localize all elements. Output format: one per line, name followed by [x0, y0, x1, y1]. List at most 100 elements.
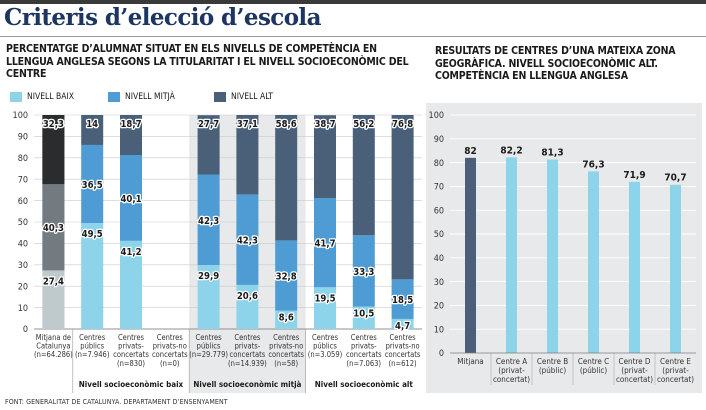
left-x-category-label: Centres — [118, 333, 145, 342]
data-label-halo: 38,7 — [314, 119, 335, 130]
left-x-category-label: (n=7.946) — [75, 350, 110, 359]
data-label-halo: 32,8 — [276, 272, 297, 283]
right-x-category-label: (privat- — [662, 366, 689, 375]
left-x-category-label: Centres — [390, 333, 417, 342]
left-x-category-label: privats-no — [269, 342, 303, 351]
left-x-category-label: privats- — [351, 342, 377, 351]
legend-swatch-alt — [214, 92, 226, 102]
right-bar-chart: 0 10 20 30 40 50 60 70 80 90 100 82 Mitjana 82,2 Centr… — [429, 111, 696, 385]
data-label: 8,6 — [279, 313, 294, 324]
left-x-category-label: públics — [197, 342, 221, 351]
right-x-category-label: Centre C — [578, 357, 609, 366]
left-x-category-label: Centres — [79, 333, 106, 342]
bar-segment — [197, 115, 220, 175]
bar-segment — [275, 310, 298, 329]
left-y-tick-label: 40 — [18, 240, 28, 250]
right-bar — [506, 157, 517, 353]
left-x-category-label: privats-no — [386, 342, 420, 351]
left-y-tick-label: 20 — [18, 282, 28, 292]
data-label-halo: 42,3 — [237, 236, 258, 247]
right-x-category-label: (privat- — [498, 366, 525, 375]
data-label-halo: 37,1 — [237, 119, 258, 130]
right-data-label: 81,3 — [541, 148, 563, 159]
right-y-tick-label: 80 — [434, 159, 444, 169]
left-y-tick-label: 90 — [18, 133, 28, 143]
right-y-tick-label: 70 — [434, 183, 444, 193]
left-x-category-label: (n=0) — [160, 359, 180, 368]
data-label: 41,7 — [314, 239, 335, 250]
data-label-halo: 40,1 — [120, 194, 141, 205]
left-x-category-label: concertats — [346, 350, 382, 359]
right-bar — [629, 181, 640, 353]
bar-segment — [314, 198, 336, 288]
left-x-category-label: Centres — [157, 333, 184, 342]
bar-segment-overlay — [42, 270, 65, 329]
group-label: Nivell socioeconòmic alt — [315, 379, 414, 389]
right-data-label: 76,3 — [582, 159, 604, 170]
left-x-category-label: Catalunya — [36, 342, 70, 351]
bar-segment — [352, 306, 375, 329]
data-label: 36,5 — [82, 180, 103, 191]
data-label: 19,5 — [314, 293, 335, 304]
bar-segment — [275, 115, 298, 241]
data-label-halo: 33,3 — [353, 267, 374, 278]
left-x-category-label: públics — [313, 342, 337, 351]
left-x-category-label: concertats — [268, 350, 304, 359]
right-y-tick-label: 0 — [439, 349, 444, 359]
top-rule — [0, 0, 706, 4]
bar-segment — [81, 115, 104, 145]
bar-segment — [120, 240, 142, 329]
left-y-tick-label: 50 — [18, 218, 28, 228]
right-y-tick-label: 90 — [434, 135, 444, 145]
group-label: Nivell socioeconòmic mitjà — [193, 379, 301, 389]
bar-segment — [275, 240, 298, 311]
left-y-tick-label: 60 — [18, 197, 28, 207]
data-label-halo: 18,5 — [392, 295, 413, 306]
data-label: 49,5 — [82, 229, 103, 240]
page-title: Criteris d’elecció d’escola — [4, 4, 321, 31]
left-x-category-label: concertats — [152, 350, 188, 359]
data-label-halo: 49,5 — [82, 229, 103, 240]
bar-segment — [81, 144, 104, 224]
right-y-tick-label: 40 — [434, 254, 444, 264]
left-chart-title: PERCENTATGE D’ALUMNAT SITUAT EN ELS NIVE… — [6, 43, 409, 80]
right-data-label: 70,7 — [664, 173, 686, 184]
left-x-category-label: (n=830) — [117, 359, 145, 368]
bar-segment — [391, 318, 414, 329]
bar-segment-overlay — [42, 184, 65, 271]
right-chart-title: RESULTATS DE CENTRES D’UNA MATEIXA ZONA … — [435, 45, 676, 82]
right-bar — [670, 184, 681, 353]
data-label: 29,9 — [198, 271, 219, 282]
data-label: 33,3 — [353, 267, 374, 278]
bar-segment — [120, 115, 142, 156]
data-label-halo: 27,7 — [198, 119, 219, 130]
left-x-category-label: Centres — [312, 333, 339, 342]
data-label-halo: 41,2 — [120, 247, 141, 258]
left-y-tick-label: 100 — [13, 111, 28, 121]
data-label-halo: 18,7 — [120, 119, 141, 130]
left-x-category-label: privats- — [118, 342, 144, 351]
legend-label-baix: NIVELL BAIX — [27, 92, 74, 102]
bar-segment — [197, 265, 220, 329]
right-y-tick-label: 100 — [429, 111, 444, 121]
right-x-category-label: concertat) — [493, 375, 530, 384]
data-label: 40,3 — [43, 223, 64, 234]
bar-segment — [391, 279, 414, 319]
right-bar — [547, 159, 558, 353]
data-label-halo: 27,4 — [43, 276, 64, 287]
legend-item-mitja: NIVELL MITJÀ — [108, 91, 175, 103]
data-label: 27,4 — [43, 276, 64, 287]
left-chart-panel: 0 10 20 30 40 50 60 70 80 90 100 27,4 27,4 40,3 40,3 32… — [4, 103, 422, 393]
left-x-category-label: privats- — [235, 342, 261, 351]
group-label: Nivell socioeconòmic baix — [79, 379, 184, 389]
left-y-tick-label: 30 — [18, 261, 28, 271]
bar-segment-overlay — [42, 115, 65, 185]
left-x-category-label: Centres — [196, 333, 223, 342]
data-label-halo: 58,6 — [276, 119, 297, 130]
left-x-category-label: concertats — [230, 350, 266, 359]
data-label-halo: 41,7 — [314, 239, 335, 250]
data-label: 41,2 — [120, 247, 141, 258]
left-x-category-label: públics — [80, 342, 104, 351]
left-x-category-label: (n=3.059) — [308, 350, 343, 359]
left-x-category-label: Centres — [234, 333, 261, 342]
